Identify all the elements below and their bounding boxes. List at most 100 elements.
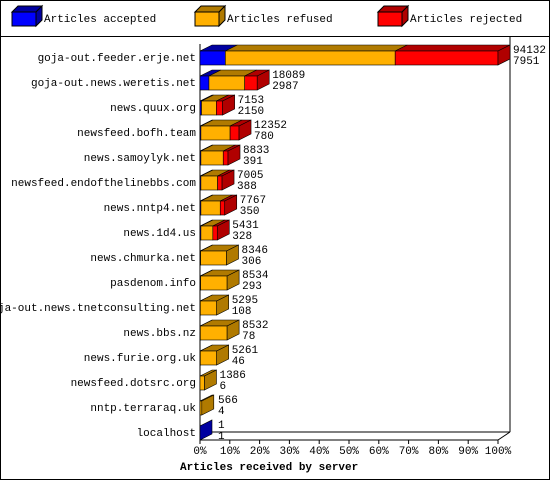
bar-segment [225, 44, 408, 66]
value-label: 7951 [513, 56, 540, 68]
value-label: 7005 [237, 170, 263, 182]
bar-segment [200, 269, 240, 291]
value-label: 8534 [242, 270, 269, 282]
bar-front [200, 200, 221, 216]
value-label: 94132 [513, 45, 546, 57]
value-label: 5261 [232, 345, 259, 357]
bar-side [216, 344, 229, 366]
x-tick-label: 0% [193, 446, 207, 458]
bar-side [222, 94, 235, 116]
bar-side [226, 244, 239, 266]
value-label: 46 [232, 356, 245, 368]
y-tick-label: news.furie.org.uk [84, 353, 197, 365]
bar-segment [222, 144, 241, 166]
bar-side [204, 369, 217, 391]
x-tick-label: 30% [279, 446, 299, 458]
bar-side [216, 219, 230, 241]
x-tick-label: 80% [428, 446, 448, 458]
bar-front [229, 125, 240, 141]
value-label: 12352 [254, 120, 287, 132]
bar-segment [200, 244, 239, 266]
value-label: 780 [254, 131, 274, 143]
bar-segment [200, 119, 243, 141]
value-label: 388 [237, 181, 257, 193]
bar-front [200, 225, 214, 241]
bar-front [394, 50, 499, 66]
bar-top [225, 44, 408, 52]
value-label: 5431 [232, 220, 259, 232]
y-tick-label: news.bbs.nz [123, 328, 196, 340]
bar-side [224, 194, 238, 216]
legend-swatch-front [377, 11, 403, 27]
value-label: 1 [218, 420, 225, 432]
bar-front [244, 75, 258, 91]
y-tick-label: news.samoylyk.net [84, 153, 196, 165]
bar-segment [212, 219, 230, 241]
bar-side [199, 419, 213, 441]
bar-front [208, 75, 246, 91]
bar-segment [219, 194, 238, 216]
y-tick-label: goja-out.news.tnetconsulting.net [0, 303, 196, 315]
y-tick-label: localhost [137, 428, 196, 440]
bar-front [199, 350, 217, 366]
bar-front [217, 175, 223, 191]
y-tick-label: news.nntp4.net [104, 203, 196, 215]
bar-front [199, 300, 217, 316]
bar-segment [199, 319, 240, 341]
y-tick-label: nntp.terraraq.uk [90, 403, 196, 415]
y-tick-label: goja-out.feeder.erje.net [38, 53, 196, 65]
legend-swatch [10, 4, 44, 28]
bar-top [395, 44, 511, 52]
bar-segment [244, 69, 270, 91]
y-tick-label: newsfeed.dotsrc.org [71, 378, 196, 390]
bar-side [227, 144, 241, 166]
bar-front [199, 50, 226, 66]
legend-label: Articles refused [227, 14, 333, 26]
x-tick-label: 50% [339, 446, 359, 458]
value-label: 566 [218, 395, 238, 407]
bar-front [200, 175, 218, 191]
value-label: 306 [242, 256, 262, 268]
y-tick-label: pasdenom.info [110, 278, 196, 290]
bar-front [199, 325, 228, 341]
x-tick-label: 10% [220, 446, 240, 458]
bar-segment [199, 419, 213, 441]
legend-swatch-front [11, 11, 37, 27]
value-label: 350 [240, 206, 260, 218]
y-tick-label: news.quux.org [110, 103, 196, 115]
bar-side [226, 319, 240, 341]
value-label: 8532 [242, 320, 268, 332]
value-label: 1 [218, 431, 225, 443]
bar-front [225, 50, 396, 66]
value-label: 2150 [238, 106, 264, 118]
x-axis-label: Articles received by server [180, 462, 358, 474]
bar-segment [217, 169, 235, 191]
y-tick-label: newsfeed.bofh.team [77, 128, 196, 140]
value-label: 5295 [232, 295, 258, 307]
x-tick-label: 60% [369, 446, 389, 458]
value-label: 8346 [242, 245, 268, 257]
x-tick-label: 20% [250, 446, 270, 458]
bar-front [201, 100, 217, 116]
value-label: 293 [242, 281, 262, 293]
bar-front [200, 150, 224, 166]
bar-front [222, 150, 229, 166]
bar-segment [199, 394, 215, 416]
legend-swatch [376, 4, 410, 28]
bar-segment [199, 369, 217, 391]
bar-side [497, 44, 511, 66]
bar-front [199, 75, 210, 91]
bar-front [216, 100, 223, 116]
bar-side [238, 119, 252, 141]
value-label: 1386 [219, 370, 245, 382]
x-tick-label: 100% [485, 446, 512, 458]
legend-swatch [193, 4, 227, 28]
bar-segment [208, 69, 257, 91]
y-tick-label: news.1d4.us [123, 228, 196, 240]
bar-segment [394, 44, 511, 66]
value-label: 108 [232, 306, 252, 318]
y-tick-label: news.chmurka.net [90, 253, 196, 265]
legend-label: Articles rejected [410, 14, 522, 26]
bar-front [219, 200, 226, 216]
